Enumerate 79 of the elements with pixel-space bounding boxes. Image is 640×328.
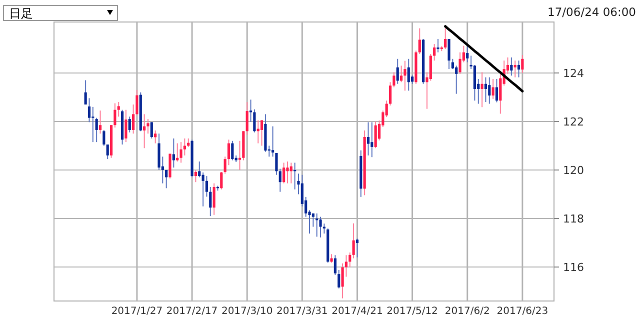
- candlestick: [205, 176, 208, 198]
- candlestick: [429, 54, 432, 82]
- candlestick: [436, 38, 440, 53]
- y-tick-label: 122: [563, 115, 584, 128]
- y-tick-label: 118: [563, 212, 584, 226]
- candlestick: [286, 161, 289, 184]
- candlestick: [517, 60, 520, 78]
- candlestick: [352, 222, 355, 259]
- candlestick: [172, 138, 175, 168]
- candlestick: [143, 114, 146, 149]
- candlestick: [448, 38, 450, 70]
- line-series: [444, 25, 524, 92]
- candlestick: [338, 269, 340, 289]
- candlestick: [356, 238, 359, 258]
- candlestick: [256, 120, 260, 144]
- candlestick: [466, 45, 469, 63]
- candlestick: [480, 72, 484, 108]
- candlestick: [374, 120, 377, 149]
- candlestick: [260, 120, 264, 146]
- candlestick: [334, 254, 337, 276]
- x-tick-label: 2017/1/27: [111, 306, 163, 317]
- candlestick: [400, 65, 403, 83]
- x-tick-label: 2017/3/10: [221, 306, 273, 317]
- candlestick: [510, 56, 513, 76]
- candlestick: [319, 216, 322, 238]
- candlestick: [484, 76, 488, 103]
- y-tick-label: 124: [563, 66, 584, 80]
- candlestick: [150, 122, 153, 139]
- candlestick: [246, 102, 248, 136]
- x-tick-label: 2017/6/2: [444, 306, 490, 317]
- candlestick: [407, 58, 410, 92]
- candlestick: [492, 78, 494, 100]
- candlestick: [209, 186, 212, 217]
- candlestick: [154, 130, 157, 144]
- candlestick: [348, 252, 352, 268]
- candlestick: [396, 58, 399, 84]
- candlestick: [473, 64, 476, 102]
- candlestick: [198, 161, 201, 178]
- candlestick: [312, 212, 314, 228]
- candlestick: [114, 102, 116, 128]
- candlestick: [444, 28, 447, 50]
- candlestick: [124, 109, 128, 143]
- candlestick: [102, 129, 106, 146]
- candlestick: [366, 122, 370, 156]
- candlestick: [514, 60, 516, 78]
- candlestick: [290, 162, 292, 184]
- candlestick: [404, 60, 406, 92]
- x-tick-label: 2017/5/12: [386, 306, 438, 317]
- candlestick: [95, 117, 98, 143]
- candlestick: [168, 153, 172, 179]
- candlestick: [128, 116, 131, 133]
- candlestick: [455, 65, 458, 94]
- text: 17/06/24 06:00: [548, 5, 636, 19]
- candlestick: [183, 138, 186, 156]
- x-tick-label: 2017/4/21: [332, 306, 383, 317]
- candlestick: [92, 106, 94, 143]
- candlestick: [499, 73, 502, 114]
- candlestick: [433, 44, 436, 62]
- y-tick-label: 120: [563, 164, 584, 177]
- candlestick: [521, 54, 524, 74]
- x-tick-label: 2017/3/31: [276, 306, 328, 317]
- candlestick: [220, 171, 223, 190]
- candlestick: [282, 162, 286, 184]
- candlestick: [194, 169, 198, 183]
- candlestick: [212, 182, 216, 216]
- candlestick: [495, 78, 498, 103]
- candlestick: [370, 122, 374, 158]
- candlestick: [231, 140, 234, 161]
- candlestick: [488, 76, 491, 104]
- candlestick: [165, 169, 168, 189]
- candlestick: [106, 144, 109, 160]
- x-tick-label: 2017/2/17: [166, 306, 218, 317]
- chart-title: 日足: [9, 6, 33, 20]
- candlestick: [180, 142, 182, 164]
- y-tick-label: 116: [563, 261, 584, 274]
- candlestick: [98, 110, 102, 134]
- candlestick: [117, 102, 120, 118]
- candlestick: [176, 142, 179, 162]
- x-tick-label: 2017/6/23: [496, 306, 548, 317]
